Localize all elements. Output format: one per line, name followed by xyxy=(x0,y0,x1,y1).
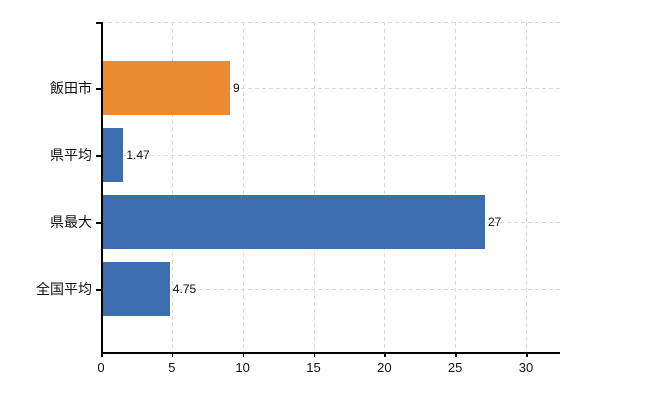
horizontal-gridline xyxy=(101,155,560,156)
x-axis-tick xyxy=(101,352,103,357)
x-tick-label: 15 xyxy=(306,360,321,375)
vertical-gridline xyxy=(526,22,527,352)
vertical-gridline xyxy=(171,22,173,352)
vertical-gridline xyxy=(384,22,386,352)
bar-value-label: 27 xyxy=(488,215,502,229)
horizontal-gridline xyxy=(101,88,560,89)
x-tick-label: 30 xyxy=(518,360,534,375)
x-axis-tick xyxy=(313,352,315,357)
bar-value-label: 4.75 xyxy=(172,282,197,296)
bar-value-label: 1.47 xyxy=(126,148,150,162)
x-axis-tick xyxy=(455,352,457,357)
x-tick-label: 5 xyxy=(168,360,176,375)
x-axis-tick xyxy=(384,352,386,357)
y-axis-tick xyxy=(96,289,101,291)
x-axis-tick xyxy=(242,352,245,357)
x-tick-label: 20 xyxy=(377,360,392,375)
x-axis-line xyxy=(101,352,560,354)
x-axis-tick xyxy=(171,352,174,357)
y-axis-line xyxy=(101,22,103,354)
x-axis-tick xyxy=(526,352,528,357)
y-axis-tick xyxy=(96,22,101,24)
y-axis-tick xyxy=(96,155,101,157)
horizontal-gridline xyxy=(101,289,560,290)
bar-県平均 xyxy=(102,128,124,182)
category-label-全国平均: 全国平均 xyxy=(36,281,92,297)
bar-全国平均 xyxy=(102,262,170,316)
x-tick-label: 10 xyxy=(235,360,250,375)
bar-県最大 xyxy=(102,195,485,249)
bar-飯田市 xyxy=(102,61,230,115)
x-tick-label: 25 xyxy=(447,360,463,375)
y-axis-tick xyxy=(96,88,101,90)
vertical-gridline xyxy=(242,22,244,352)
category-label-県平均: 県平均 xyxy=(50,147,92,163)
x-tick-label: 0 xyxy=(97,360,105,375)
vertical-gridline xyxy=(313,22,315,352)
horizontal-gridline xyxy=(101,22,560,23)
y-axis-tick xyxy=(96,222,101,224)
category-label-県最大: 県最大 xyxy=(50,214,92,230)
category-label-飯田市: 飯田市 xyxy=(50,80,92,96)
bar-value-label: 9 xyxy=(233,81,240,95)
vertical-gridline xyxy=(455,22,457,352)
